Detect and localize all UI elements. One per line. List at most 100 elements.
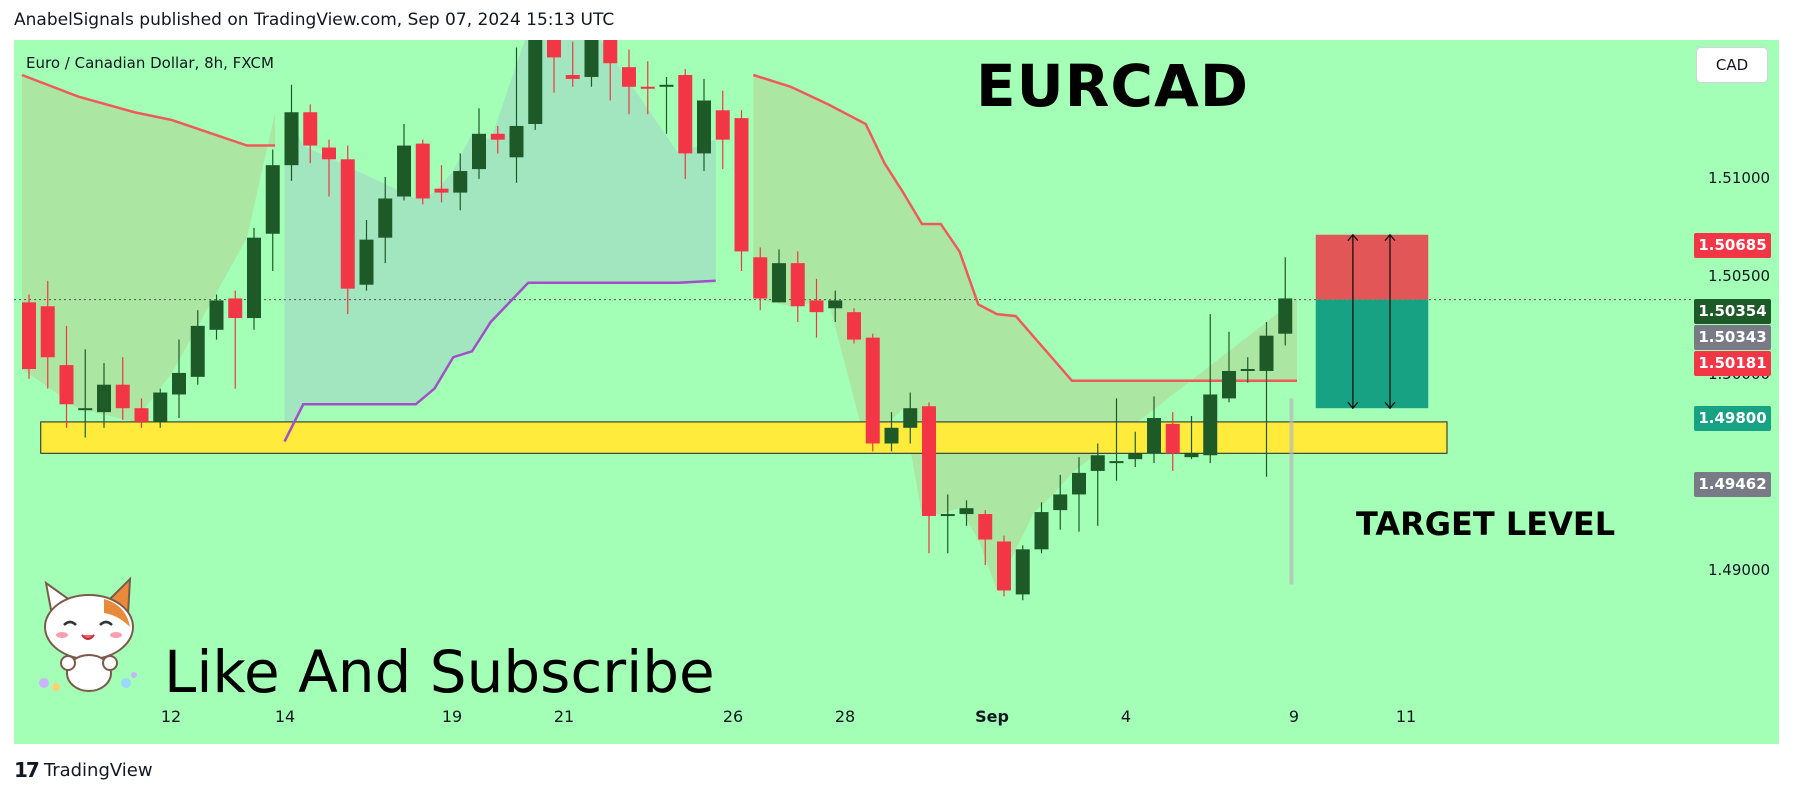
candle-body: [622, 67, 636, 87]
chart-title: EURCAD: [976, 52, 1249, 120]
range-arrow-head: [1384, 401, 1396, 410]
candle-body: [547, 40, 561, 58]
upper-band-line: [21, 73, 276, 147]
candle-body: [322, 147, 336, 160]
price-tag-upper: 1.50181: [1694, 351, 1771, 376]
candle-body: [190, 325, 205, 377]
candle-body: [809, 300, 824, 313]
candle-body: [415, 143, 430, 199]
x-tick-label: 4: [1120, 707, 1132, 726]
candle-body: [678, 75, 693, 154]
upper-band-cloud: [22, 75, 276, 422]
candle-body: [434, 188, 449, 193]
candle-body: [1240, 369, 1255, 371]
candle-body: [59, 365, 74, 405]
candle-body: [978, 514, 993, 540]
candle-body: [828, 300, 843, 309]
x-tick-label: 12: [160, 707, 182, 726]
candle-body: [134, 408, 149, 422]
candle-body: [1128, 453, 1143, 460]
x-tick-label: 9: [1288, 707, 1300, 726]
candle-body: [153, 392, 168, 422]
candle-body: [265, 165, 280, 234]
candle-body: [659, 84, 674, 87]
candle-body: [40, 306, 55, 358]
target-level-label: TARGET LEVEL: [1356, 505, 1616, 543]
footer-brand[interactable]: 17 TradingView: [14, 758, 153, 782]
candle-body: [1278, 298, 1293, 334]
candle-body: [640, 86, 655, 89]
candle-body: [1090, 455, 1105, 471]
candle-body: [1147, 418, 1161, 454]
price-tag-target: 1.49800: [1694, 406, 1771, 431]
candle-body: [790, 263, 805, 307]
candle-body: [715, 110, 730, 140]
tradingview-logo-icon: 17: [14, 758, 40, 782]
candle-body: [865, 337, 880, 444]
publisher-line: AnabelSignals published on TradingView.c…: [14, 10, 615, 30]
price-tag-stop: 1.50685: [1694, 233, 1771, 258]
y-tick-label: 1.49000: [1708, 561, 1771, 579]
candle-body: [359, 239, 374, 285]
candle-body: [228, 298, 243, 319]
candle-body: [697, 100, 711, 154]
range-arrow-head: [1347, 401, 1359, 410]
price-chart[interactable]: [14, 40, 1779, 744]
x-tick-label: Sep: [975, 707, 1009, 726]
x-tick-label: 11: [1395, 707, 1417, 726]
x-tick-label: 28: [834, 707, 856, 726]
candle-body: [997, 541, 1011, 591]
candle-body: [1165, 423, 1180, 454]
price-tag-lower: 1.49462: [1694, 472, 1771, 497]
x-tick-label: 14: [274, 707, 296, 726]
candle-body: [378, 198, 393, 238]
candle-body: [1015, 549, 1030, 595]
candle-body: [1259, 335, 1274, 371]
x-tick-label: 26: [722, 707, 744, 726]
candle-body: [603, 40, 618, 64]
range-arrow-head: [1384, 233, 1396, 242]
candle-body: [340, 159, 355, 289]
candle-body: [584, 40, 599, 77]
brand-name: TradingView: [43, 759, 153, 781]
candle-body: [1184, 453, 1199, 458]
candle-body: [772, 263, 786, 303]
like-subscribe-text: Like And Subscribe: [164, 638, 715, 706]
take-profit-zone: [1315, 299, 1429, 409]
price-tag-last: 1.50354: [1694, 299, 1771, 324]
candle-body: [247, 237, 261, 319]
candle-body: [490, 133, 505, 140]
stop-loss-zone: [1315, 234, 1429, 300]
candle-body: [922, 406, 936, 516]
symbol-title: Euro / Canadian Dollar, 8h, FXCM: [26, 54, 274, 72]
candle-body: [1053, 494, 1068, 511]
currency-button[interactable]: CAD: [1696, 47, 1768, 83]
candle-body: [284, 112, 299, 166]
volume-marker: [1289, 398, 1294, 585]
candle-body: [528, 40, 543, 125]
candle-body: [78, 408, 93, 411]
candle-body: [209, 300, 224, 330]
x-tick-label: 21: [553, 707, 575, 726]
lower-band-line: [283, 279, 716, 443]
y-tick-label: 1.51000: [1708, 169, 1771, 187]
chart-area[interactable]: Euro / Canadian Dollar, 8h, FXCM EURCAD …: [14, 40, 1779, 744]
candle-body: [884, 427, 899, 444]
candle-body: [1222, 370, 1236, 399]
candle-body: [959, 508, 974, 515]
upper-band-cloud: [753, 75, 1297, 591]
candle-body: [903, 408, 918, 428]
price-tag-close: 1.50343: [1694, 325, 1771, 350]
candle-body: [940, 514, 955, 517]
candle-body: [753, 257, 768, 299]
candle-body: [1109, 461, 1124, 464]
candle-body: [509, 125, 524, 158]
candle-body: [453, 171, 468, 193]
candle-body: [397, 145, 411, 197]
candle-body: [565, 75, 580, 79]
candle-body: [1072, 472, 1086, 495]
candle-body: [1034, 512, 1049, 550]
target-zone: [40, 421, 1448, 454]
candle-body: [115, 384, 130, 409]
candle-body: [472, 133, 486, 170]
